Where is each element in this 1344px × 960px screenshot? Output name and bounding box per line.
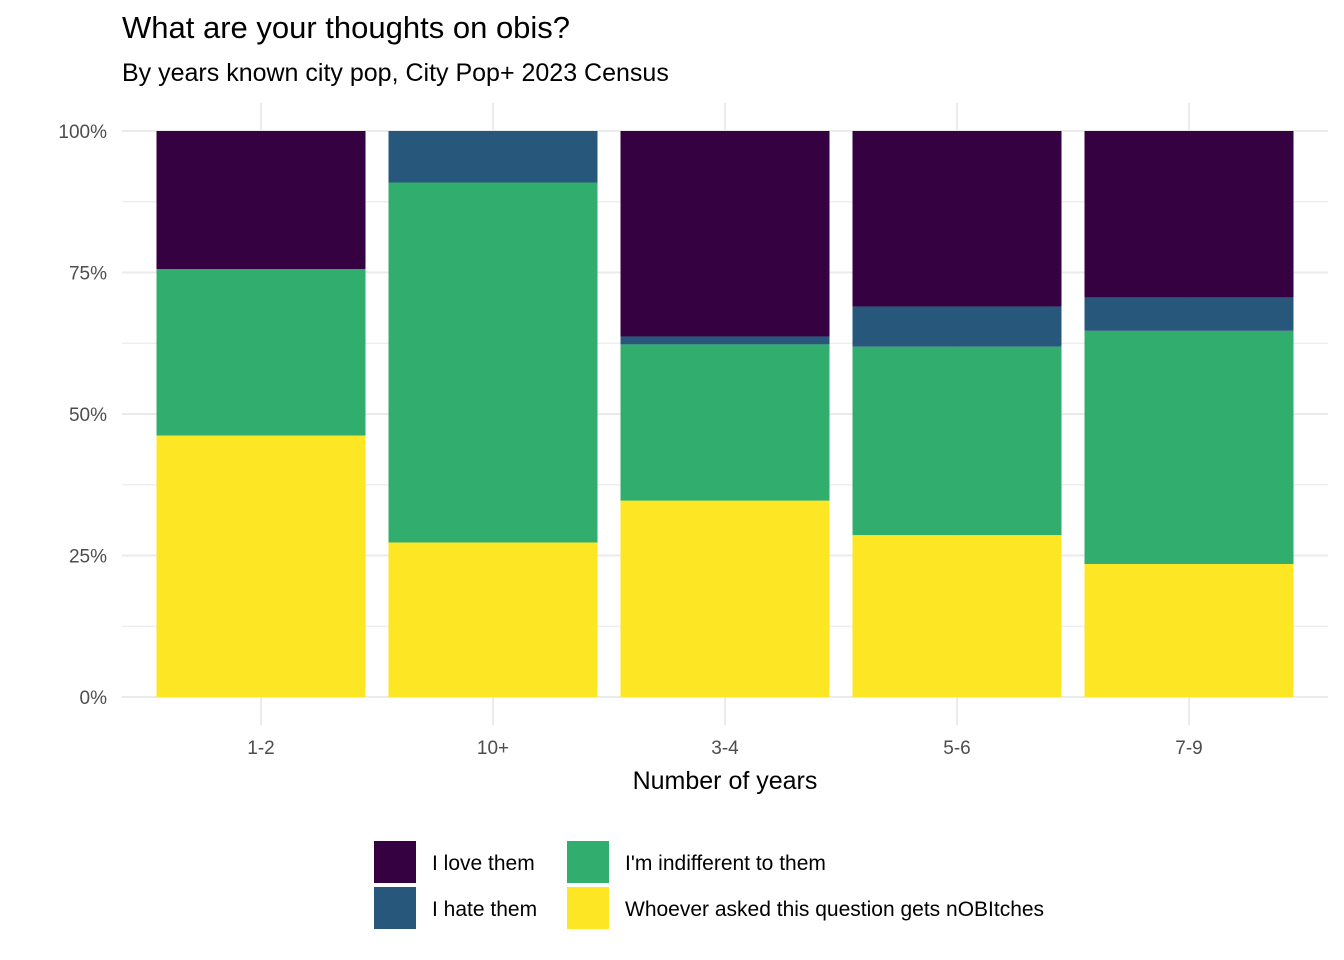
bar-segment[interactable] xyxy=(1084,563,1294,697)
legend-item[interactable]: I hate them xyxy=(374,887,537,929)
bar-segment[interactable] xyxy=(1084,131,1294,298)
bar-segment[interactable] xyxy=(620,344,830,501)
legend-label: I'm indifferent to them xyxy=(625,852,826,875)
x-axis-title: Number of years xyxy=(633,767,818,795)
bar-segment[interactable] xyxy=(156,435,366,697)
legend-key xyxy=(374,841,416,883)
y-tick-label: 100% xyxy=(58,122,107,143)
legend-label: Whoever asked this question gets nOBItch… xyxy=(625,898,1044,921)
legend-item[interactable]: I love them xyxy=(374,841,535,883)
legend-key xyxy=(374,887,416,929)
bar-segment[interactable] xyxy=(852,306,1062,347)
bars xyxy=(156,131,1294,697)
legend[interactable]: I love them I hate them I'm indifferent to… xyxy=(374,841,1044,929)
legend-item[interactable]: Whoever asked this question gets nOBItch… xyxy=(567,887,1044,929)
bar-segment[interactable] xyxy=(1084,297,1294,331)
bar-segment[interactable] xyxy=(156,131,366,270)
y-tick-label: 75% xyxy=(69,264,107,285)
y-axis-ticks: 0% 25% 50% 75% 100% xyxy=(58,122,107,709)
x-tick-label: 1-2 xyxy=(247,738,274,759)
bar-segment[interactable] xyxy=(620,336,830,345)
bar-segment[interactable] xyxy=(852,346,1062,536)
legend-key xyxy=(567,841,609,883)
legend-key xyxy=(567,887,609,929)
legend-label: I hate them xyxy=(432,898,537,921)
bar-segment[interactable] xyxy=(620,131,830,337)
y-tick-label: 50% xyxy=(69,405,107,426)
bar-segment[interactable] xyxy=(388,131,598,183)
chart-subtitle: By years known city pop, City Pop+ 2023 … xyxy=(122,59,669,87)
y-tick-label: 0% xyxy=(80,688,108,709)
x-tick-label: 5-6 xyxy=(943,738,970,759)
bar-segment[interactable] xyxy=(852,535,1062,697)
bar-segment[interactable] xyxy=(156,269,366,436)
bar-segment[interactable] xyxy=(1084,330,1294,564)
y-tick-label: 25% xyxy=(69,547,107,568)
x-tick-label: 10+ xyxy=(477,738,509,759)
bar-segment[interactable] xyxy=(388,542,598,697)
bar-segment[interactable] xyxy=(852,131,1062,307)
x-tick-label: 3-4 xyxy=(711,738,739,759)
legend-item[interactable]: I'm indifferent to them xyxy=(567,841,826,883)
legend-label: I love them xyxy=(432,852,535,875)
bar-segment[interactable] xyxy=(620,500,830,697)
x-axis-ticks: 1-2 10+ 3-4 5-6 7-9 xyxy=(247,738,1202,759)
chart-title: What are your thoughts on obis? xyxy=(122,10,571,45)
x-tick-label: 7-9 xyxy=(1175,738,1202,759)
bar-segment[interactable] xyxy=(388,182,598,543)
